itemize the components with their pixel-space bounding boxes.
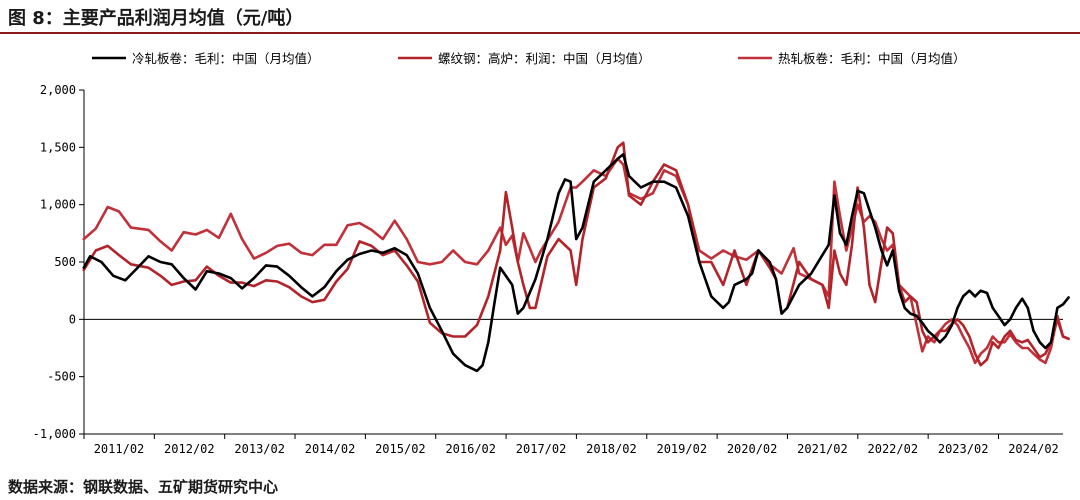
chart-title: 图 8：主要产品利润月均值（元/吨） (8, 8, 304, 29)
x-tick-label: 2022/02 (868, 442, 919, 456)
x-tick-label: 2016/02 (445, 442, 496, 456)
x-tick-label: 2018/02 (586, 442, 637, 456)
x-tick-label: 2015/02 (375, 442, 426, 456)
x-tick-label: 2024/02 (1008, 442, 1059, 456)
series-layer (82, 141, 1070, 373)
line-chart: 冷轧板卷：毛利：中国（月均值） 螺纹钢：高炉：利润：中国（月均值） 热轧板卷：毛利：… (33, 51, 1070, 456)
title-bar: 图 8：主要产品利润月均值（元/吨） (0, 0, 1080, 36)
x-tick-label: 2014/02 (305, 442, 356, 456)
legend-label-2: 螺纹钢：高炉：利润：中国（月均值） (438, 51, 651, 66)
x-tick-label: 2019/02 (656, 442, 707, 456)
x-tick-label: 2013/02 (234, 442, 285, 456)
y-tick-label: -500 (47, 370, 76, 384)
y-tick-label: 2,000 (40, 83, 76, 97)
legend-label-3: 热轧板卷：毛利：中国（月均值） (778, 51, 966, 66)
x-tick-label: 2017/02 (516, 442, 567, 456)
axes: 2,000 1,500 1,000 500 0 -500 -1,000 2011/02 2012… (33, 83, 1063, 456)
x-tick-label: 2020/02 (727, 442, 778, 456)
y-tick-label: 1,000 (40, 198, 76, 212)
x-tick-label: 2012/02 (164, 442, 215, 456)
title-divider (0, 32, 1080, 34)
series-line-3 (82, 157, 1070, 365)
y-tick-label: 1,500 (40, 140, 76, 154)
series-line-2 (82, 141, 1070, 367)
legend: 冷轧板卷：毛利：中国（月均值） 螺纹钢：高炉：利润：中国（月均值） 热轧板卷：毛利：… (92, 51, 966, 66)
y-tick-label: -1,000 (33, 427, 76, 441)
y-tick-label: 500 (54, 255, 76, 269)
x-tick-label: 2021/02 (797, 442, 848, 456)
legend-label-1: 冷轧板卷：毛利：中国（月均值） (132, 51, 320, 66)
source-note: 数据来源：钢联数据、五矿期货研究中心 (8, 478, 279, 496)
x-tick-label: 2011/02 (94, 442, 145, 456)
series-line-1 (82, 152, 1070, 373)
x-tick-label: 2023/02 (938, 442, 989, 456)
y-tick-label: 0 (69, 312, 76, 326)
